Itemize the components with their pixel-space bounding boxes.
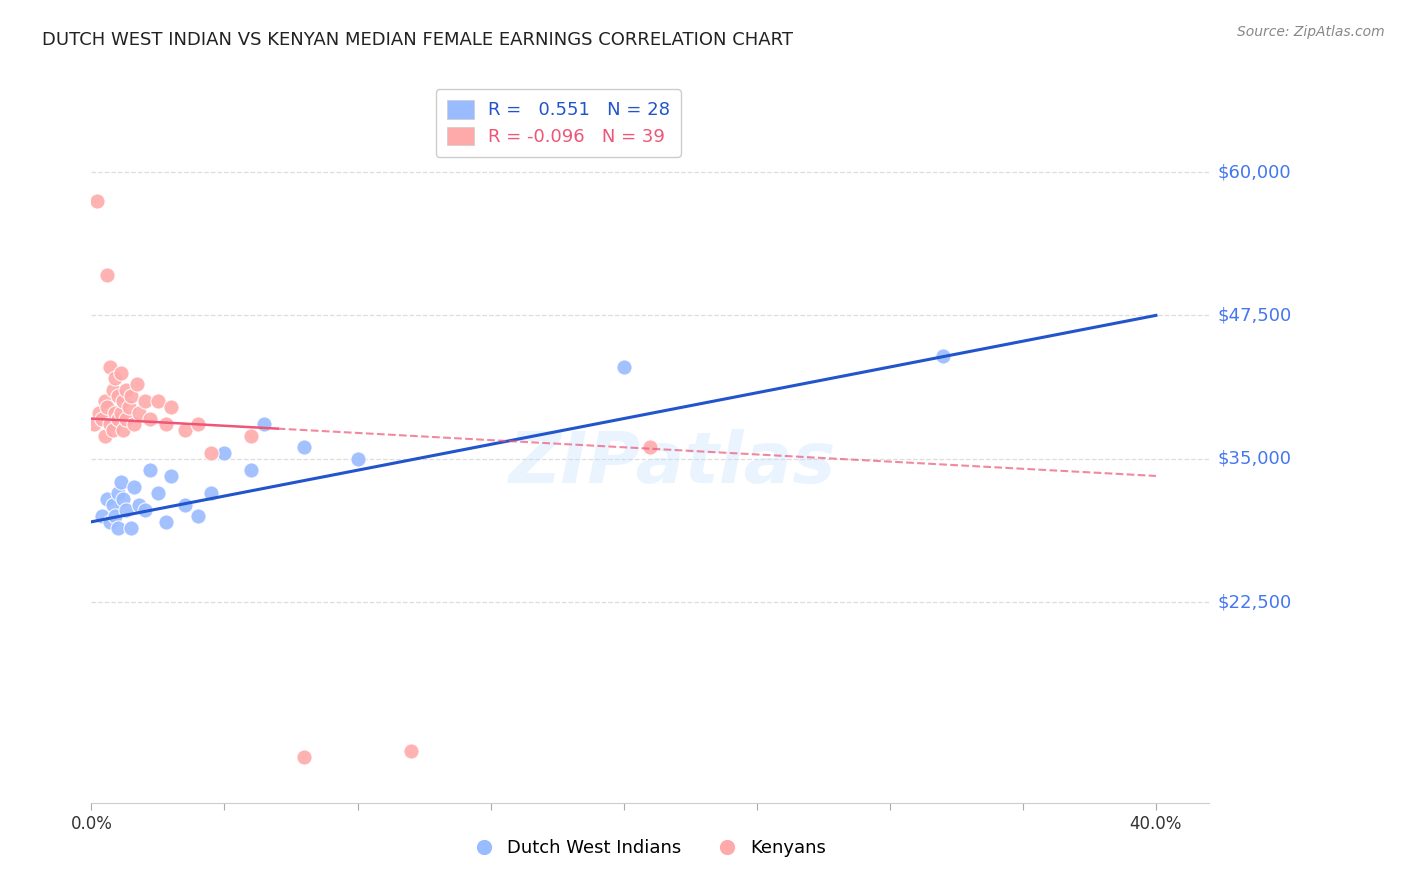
Point: [89, 406, 111, 420]
Point: [98, 359, 121, 374]
Point: [214, 446, 236, 460]
Point: [93, 394, 115, 409]
Point: [83, 417, 105, 432]
Point: [128, 498, 150, 512]
Point: [96, 400, 118, 414]
Point: [98, 515, 121, 529]
Point: [160, 469, 183, 483]
Point: [115, 503, 138, 517]
Point: [115, 383, 138, 397]
Point: [932, 349, 955, 363]
Text: ZIPatlas: ZIPatlas: [509, 429, 837, 498]
Point: [253, 417, 276, 432]
Text: $47,500: $47,500: [1218, 306, 1291, 325]
Point: [96, 491, 118, 506]
Point: [120, 389, 142, 403]
Point: [146, 394, 169, 409]
Point: [173, 423, 195, 437]
Point: [613, 359, 636, 374]
Point: [139, 463, 162, 477]
Point: [346, 451, 368, 466]
Point: [240, 463, 263, 477]
Point: [91, 411, 114, 425]
Point: [104, 406, 127, 420]
Point: [101, 383, 124, 397]
Point: [112, 491, 135, 506]
Point: [240, 429, 263, 443]
Point: [638, 440, 661, 454]
Point: [155, 515, 177, 529]
Point: [128, 406, 150, 420]
Text: $22,500: $22,500: [1218, 593, 1291, 611]
Legend: Dutch West Indians, Kenyans: Dutch West Indians, Kenyans: [465, 830, 835, 866]
Point: [155, 417, 177, 432]
Point: [115, 411, 138, 425]
Point: [187, 417, 209, 432]
Point: [122, 480, 145, 494]
Point: [187, 509, 209, 524]
Point: [112, 394, 135, 409]
Point: [96, 268, 118, 283]
Point: [107, 520, 129, 534]
Point: [120, 520, 142, 534]
Text: $60,000: $60,000: [1218, 163, 1291, 181]
Point: [292, 440, 315, 454]
Text: DUTCH WEST INDIAN VS KENYAN MEDIAN FEMALE EARNINGS CORRELATION CHART: DUTCH WEST INDIAN VS KENYAN MEDIAN FEMAL…: [42, 31, 793, 49]
Point: [125, 377, 148, 392]
Point: [93, 429, 115, 443]
Point: [200, 486, 222, 500]
Point: [110, 475, 132, 489]
Point: [110, 406, 132, 420]
Point: [107, 486, 129, 500]
Point: [139, 411, 162, 425]
Point: [134, 394, 156, 409]
Point: [292, 750, 315, 764]
Point: [91, 509, 114, 524]
Point: [86, 194, 108, 208]
Point: [173, 498, 195, 512]
Point: [104, 509, 127, 524]
Point: [101, 423, 124, 437]
Point: [200, 446, 222, 460]
Point: [399, 744, 422, 758]
Text: Source: ZipAtlas.com: Source: ZipAtlas.com: [1237, 25, 1385, 39]
Point: [122, 417, 145, 432]
Point: [160, 400, 183, 414]
Point: [107, 411, 129, 425]
Point: [110, 366, 132, 380]
Point: [107, 389, 129, 403]
Point: [134, 503, 156, 517]
Text: $35,000: $35,000: [1218, 450, 1291, 467]
Point: [104, 371, 127, 385]
Point: [146, 486, 169, 500]
Point: [101, 498, 124, 512]
Point: [118, 400, 141, 414]
Point: [112, 423, 135, 437]
Point: [98, 417, 121, 432]
